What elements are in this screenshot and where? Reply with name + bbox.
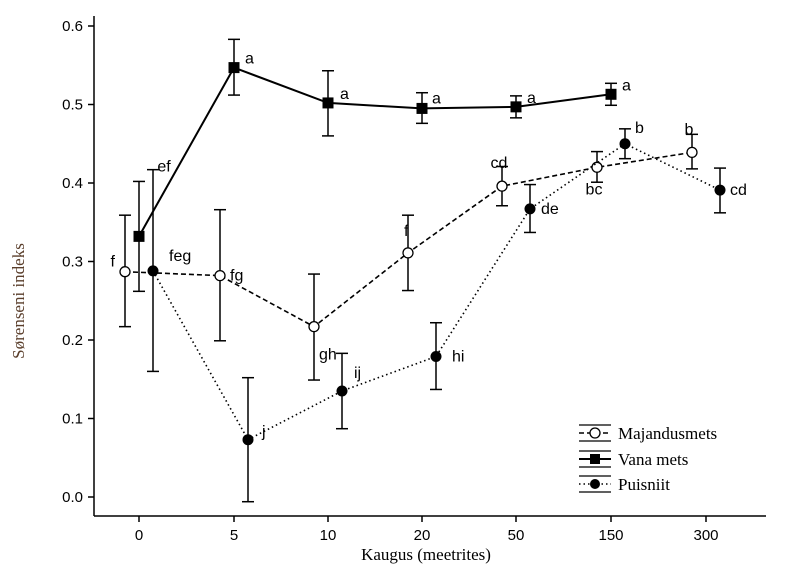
data-point — [133, 230, 145, 242]
significance-label: bc — [586, 181, 603, 198]
data-point — [119, 266, 131, 278]
x-axis-title: Kaugus (meetrites) — [361, 545, 491, 564]
y-tick-label: 0.3 — [62, 254, 83, 271]
legend-label: Majandusmets — [618, 424, 717, 443]
series-majandusmets — [119, 133, 698, 381]
significance-label: ef — [157, 158, 171, 175]
data-point — [430, 350, 442, 362]
significance-label: a — [245, 51, 254, 68]
y-tick-label: 0.2 — [62, 332, 83, 349]
data-point — [336, 385, 348, 397]
y-tick-label: 0.1 — [62, 411, 83, 428]
axes: 0.0 0.1 0.2 0.3 0.4 0.5 0.6 0 5 10 20 50 150 300 — [62, 16, 766, 544]
legend-label: Puisniit — [618, 475, 670, 494]
data-point — [147, 265, 159, 277]
significance-label: a — [432, 90, 441, 107]
data-point — [686, 146, 698, 159]
data-point — [605, 88, 617, 100]
significance-labels: f fg gh f cd bc b ef a a a a a feg j ij hi de b cd — [111, 51, 747, 441]
x-tick-label: 50 — [508, 527, 525, 544]
data-point — [714, 184, 726, 196]
data-point — [619, 138, 631, 150]
series-layer — [119, 38, 726, 503]
legend-item: Majandusmets — [579, 424, 717, 443]
data-point — [214, 269, 226, 282]
y-tick-label: 0.5 — [62, 97, 83, 114]
significance-label: ij — [354, 365, 361, 382]
significance-label: cd — [491, 155, 508, 172]
x-tick-label: 0 — [135, 527, 143, 544]
legend-marker — [590, 479, 600, 489]
x-tick-label: 300 — [693, 527, 718, 544]
y-tick-label: 0.4 — [62, 175, 83, 192]
significance-label: feg — [169, 248, 191, 265]
significance-label: a — [527, 90, 536, 107]
data-point — [591, 161, 603, 173]
series-line — [138, 66, 612, 237]
significance-label: fg — [230, 268, 243, 285]
significance-label: b — [685, 121, 694, 138]
significance-label: j — [261, 424, 266, 441]
y-tick-label: 0.6 — [62, 18, 83, 35]
significance-label: gh — [319, 347, 337, 364]
series-puisniit — [147, 128, 726, 503]
data-point — [228, 62, 240, 74]
data-point — [416, 102, 428, 114]
significance-label: de — [541, 201, 559, 218]
data-point — [402, 247, 414, 259]
data-point — [308, 321, 320, 333]
y-tick-label: 0.0 — [62, 489, 83, 506]
significance-label: a — [622, 77, 631, 94]
series-line — [152, 142, 721, 441]
data-point — [510, 101, 522, 113]
series-vana-mets — [133, 38, 617, 293]
legend-item: Vana mets — [579, 450, 688, 469]
legend-marker — [589, 427, 601, 439]
data-point — [496, 180, 508, 192]
significance-label: f — [111, 254, 116, 271]
x-tick-label: 5 — [230, 527, 238, 544]
significance-label: f — [404, 223, 409, 240]
data-point — [242, 434, 254, 446]
significance-label: hi — [452, 348, 464, 365]
y-axis-title: Sørenseni indeks — [9, 243, 28, 359]
significance-label: cd — [730, 182, 747, 199]
significance-label: b — [635, 120, 644, 137]
data-point — [524, 203, 536, 215]
x-tick-label: 20 — [414, 527, 431, 544]
legend: Majandusmets Vana mets Puisniit — [579, 424, 717, 494]
significance-label: a — [340, 86, 349, 103]
x-tick-label: 150 — [598, 527, 623, 544]
x-tick-label: 10 — [320, 527, 337, 544]
legend-marker — [590, 454, 600, 464]
legend-item: Puisniit — [579, 475, 670, 494]
legend-label: Vana mets — [618, 450, 688, 469]
data-point — [322, 97, 334, 109]
